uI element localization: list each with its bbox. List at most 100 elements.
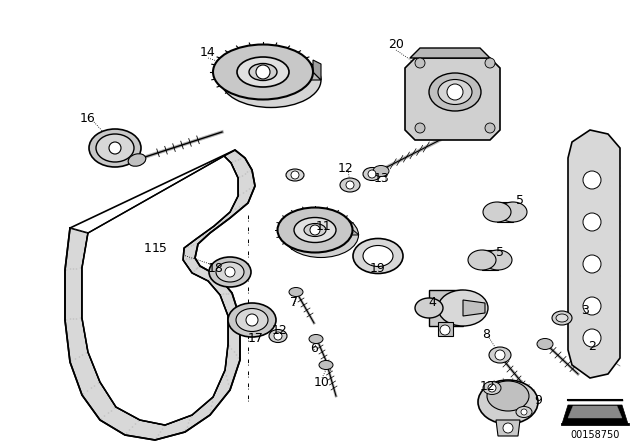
Text: 2: 2 <box>588 340 596 353</box>
Polygon shape <box>213 72 321 80</box>
Polygon shape <box>562 405 628 424</box>
Polygon shape <box>429 290 463 326</box>
Circle shape <box>246 314 258 326</box>
Polygon shape <box>278 230 359 235</box>
Polygon shape <box>568 130 620 378</box>
Text: 5: 5 <box>496 246 504 258</box>
Circle shape <box>447 84 463 100</box>
Ellipse shape <box>468 250 496 270</box>
Ellipse shape <box>209 257 251 287</box>
Ellipse shape <box>278 207 353 253</box>
Polygon shape <box>496 420 520 436</box>
Polygon shape <box>313 60 321 80</box>
Circle shape <box>225 267 235 277</box>
Ellipse shape <box>438 79 472 104</box>
Text: 15: 15 <box>152 241 168 254</box>
Text: 4: 4 <box>428 296 436 309</box>
Text: 12: 12 <box>338 161 354 175</box>
Ellipse shape <box>340 178 360 192</box>
Polygon shape <box>65 150 255 440</box>
Text: 5: 5 <box>516 194 524 207</box>
Ellipse shape <box>489 347 511 363</box>
Bar <box>482 250 498 270</box>
Ellipse shape <box>284 212 358 258</box>
Ellipse shape <box>249 64 277 81</box>
Text: 3: 3 <box>581 303 589 316</box>
Text: 10: 10 <box>314 375 330 388</box>
Polygon shape <box>82 156 238 425</box>
Ellipse shape <box>373 165 389 177</box>
Ellipse shape <box>483 382 501 395</box>
Ellipse shape <box>216 262 244 282</box>
Circle shape <box>109 142 121 154</box>
Text: 16: 16 <box>80 112 96 125</box>
Polygon shape <box>410 48 490 58</box>
Ellipse shape <box>294 217 336 242</box>
Ellipse shape <box>289 288 303 297</box>
Ellipse shape <box>363 246 393 267</box>
Ellipse shape <box>89 129 141 167</box>
Circle shape <box>583 297 601 315</box>
Text: 13: 13 <box>374 172 390 185</box>
Circle shape <box>256 65 270 79</box>
Ellipse shape <box>228 303 276 337</box>
Text: 1: 1 <box>144 241 152 254</box>
Ellipse shape <box>236 309 268 332</box>
Ellipse shape <box>552 311 572 325</box>
Text: 14: 14 <box>200 46 216 59</box>
Ellipse shape <box>221 52 321 108</box>
Text: 19: 19 <box>370 262 386 275</box>
Circle shape <box>503 423 513 433</box>
Circle shape <box>415 58 425 68</box>
Ellipse shape <box>487 381 529 411</box>
Ellipse shape <box>484 250 512 270</box>
Ellipse shape <box>363 168 381 181</box>
Text: 17: 17 <box>248 332 264 345</box>
Ellipse shape <box>319 361 333 370</box>
Ellipse shape <box>304 224 326 237</box>
Ellipse shape <box>415 298 443 318</box>
Circle shape <box>346 181 354 189</box>
Ellipse shape <box>483 202 511 222</box>
Circle shape <box>415 123 425 133</box>
Circle shape <box>485 58 495 68</box>
Circle shape <box>274 332 282 340</box>
Circle shape <box>368 170 376 178</box>
Polygon shape <box>463 300 485 316</box>
Circle shape <box>485 123 495 133</box>
Text: 12: 12 <box>272 323 288 336</box>
Circle shape <box>488 384 496 392</box>
Ellipse shape <box>556 314 568 322</box>
Circle shape <box>583 255 601 273</box>
Ellipse shape <box>96 134 134 162</box>
Polygon shape <box>405 58 500 140</box>
Circle shape <box>291 171 299 179</box>
Circle shape <box>583 213 601 231</box>
Text: 7: 7 <box>290 296 298 309</box>
Text: 00158750: 00158750 <box>570 430 620 440</box>
Polygon shape <box>568 406 622 418</box>
Circle shape <box>583 329 601 347</box>
Text: 6: 6 <box>310 341 318 354</box>
Circle shape <box>310 225 320 235</box>
Ellipse shape <box>128 154 146 166</box>
Ellipse shape <box>516 406 532 418</box>
Bar <box>497 202 513 222</box>
Ellipse shape <box>499 202 527 222</box>
Ellipse shape <box>269 329 287 343</box>
Ellipse shape <box>213 44 313 99</box>
Text: 12: 12 <box>480 379 496 392</box>
Text: 9: 9 <box>534 393 542 406</box>
Circle shape <box>583 171 601 189</box>
Circle shape <box>440 325 450 335</box>
Text: 8: 8 <box>482 327 490 340</box>
Ellipse shape <box>353 238 403 273</box>
Circle shape <box>495 350 505 360</box>
Ellipse shape <box>478 380 538 424</box>
Text: 18: 18 <box>208 262 224 275</box>
Ellipse shape <box>309 335 323 344</box>
Ellipse shape <box>429 73 481 111</box>
Polygon shape <box>438 322 453 336</box>
Ellipse shape <box>237 57 289 87</box>
Ellipse shape <box>286 169 304 181</box>
